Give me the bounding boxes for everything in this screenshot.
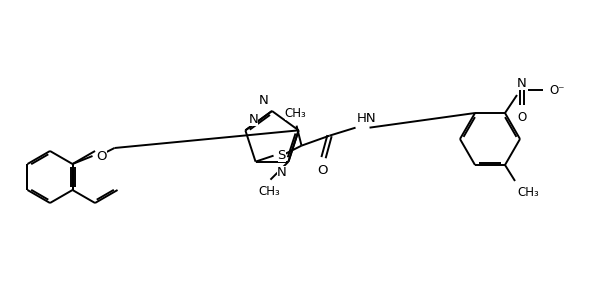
- Text: O⁻: O⁻: [549, 84, 565, 96]
- Text: O: O: [97, 150, 107, 162]
- Text: CH₃: CH₃: [285, 107, 307, 120]
- Text: N: N: [277, 166, 286, 179]
- Text: S: S: [278, 149, 286, 162]
- Text: O: O: [317, 164, 328, 177]
- Text: CH₃: CH₃: [517, 186, 539, 199]
- Text: O: O: [517, 111, 527, 124]
- Text: CH₃: CH₃: [259, 185, 280, 198]
- Text: N: N: [248, 113, 258, 126]
- Text: N: N: [259, 94, 269, 107]
- Text: HN: HN: [356, 112, 376, 125]
- Text: N: N: [517, 77, 527, 90]
